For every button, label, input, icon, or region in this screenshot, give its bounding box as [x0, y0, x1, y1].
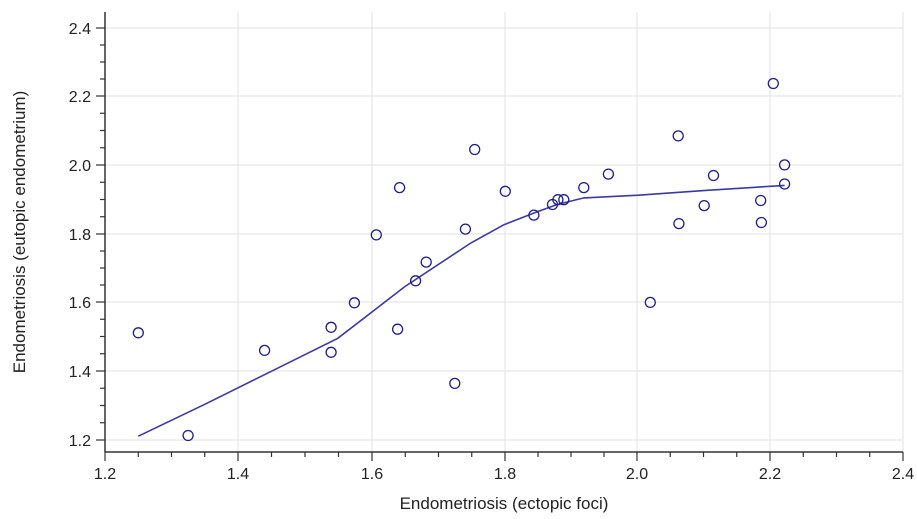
data-point [644, 296, 656, 309]
data-point [755, 216, 768, 229]
fit-line [137, 184, 785, 437]
x-tick-label: 1.4 [227, 466, 249, 483]
x-ticks: 1.2 1.4 1.6 1.8 2.0 2.2 2.4 [94, 452, 914, 483]
data-point [778, 159, 791, 171]
y-tick-label: 2.4 [69, 21, 91, 38]
y-tick-label: 2.0 [69, 158, 91, 175]
y-tick-label: 1.4 [69, 364, 91, 381]
data-point [409, 275, 422, 287]
x-tick-label: 2.0 [626, 466, 648, 483]
data-point [755, 194, 767, 207]
data-point [698, 199, 710, 212]
y-ticks: 1.2 1.4 1.6 1.8 2.0 2.2 2.4 [69, 21, 105, 450]
data-point [528, 209, 540, 221]
data-point [449, 377, 461, 390]
x-tick-label: 2.4 [892, 466, 914, 483]
x-tick-label: 2.2 [759, 466, 781, 483]
x-tick-label: 1.2 [94, 466, 116, 483]
data-point [767, 77, 779, 90]
y-tick-label: 2.2 [69, 89, 91, 106]
data-point [778, 178, 791, 190]
data-point [672, 130, 684, 142]
grid [105, 12, 904, 452]
x-tick-label: 1.8 [494, 466, 516, 483]
data-point [578, 181, 590, 194]
data-point [558, 194, 570, 206]
data-point [707, 169, 720, 182]
points-layer [132, 77, 791, 442]
data-point [673, 217, 685, 230]
data-point [602, 168, 615, 180]
x-axis-title: Endometriosis (ectopic foci) [400, 494, 609, 513]
y-tick-label: 1.8 [69, 227, 91, 244]
data-point [459, 223, 472, 235]
y-axis-title: Endometriosis (eutopic endometrium) [10, 91, 29, 374]
data-point [420, 256, 432, 268]
fit-line-layer [137, 184, 785, 437]
data-point [499, 185, 511, 197]
data-point [370, 229, 382, 241]
data-point [132, 327, 144, 339]
data-point [348, 297, 361, 309]
axes [104, 12, 903, 453]
data-point [325, 346, 337, 358]
data-point [552, 194, 564, 206]
y-tick-label: 1.6 [69, 295, 91, 312]
data-point [182, 429, 194, 442]
data-point [258, 344, 271, 357]
data-point [391, 323, 404, 335]
data-point [325, 321, 337, 333]
data-point [393, 181, 406, 194]
data-point [469, 143, 481, 156]
x-tick-label: 1.6 [361, 466, 383, 483]
y-tick-label: 1.2 [69, 433, 91, 450]
